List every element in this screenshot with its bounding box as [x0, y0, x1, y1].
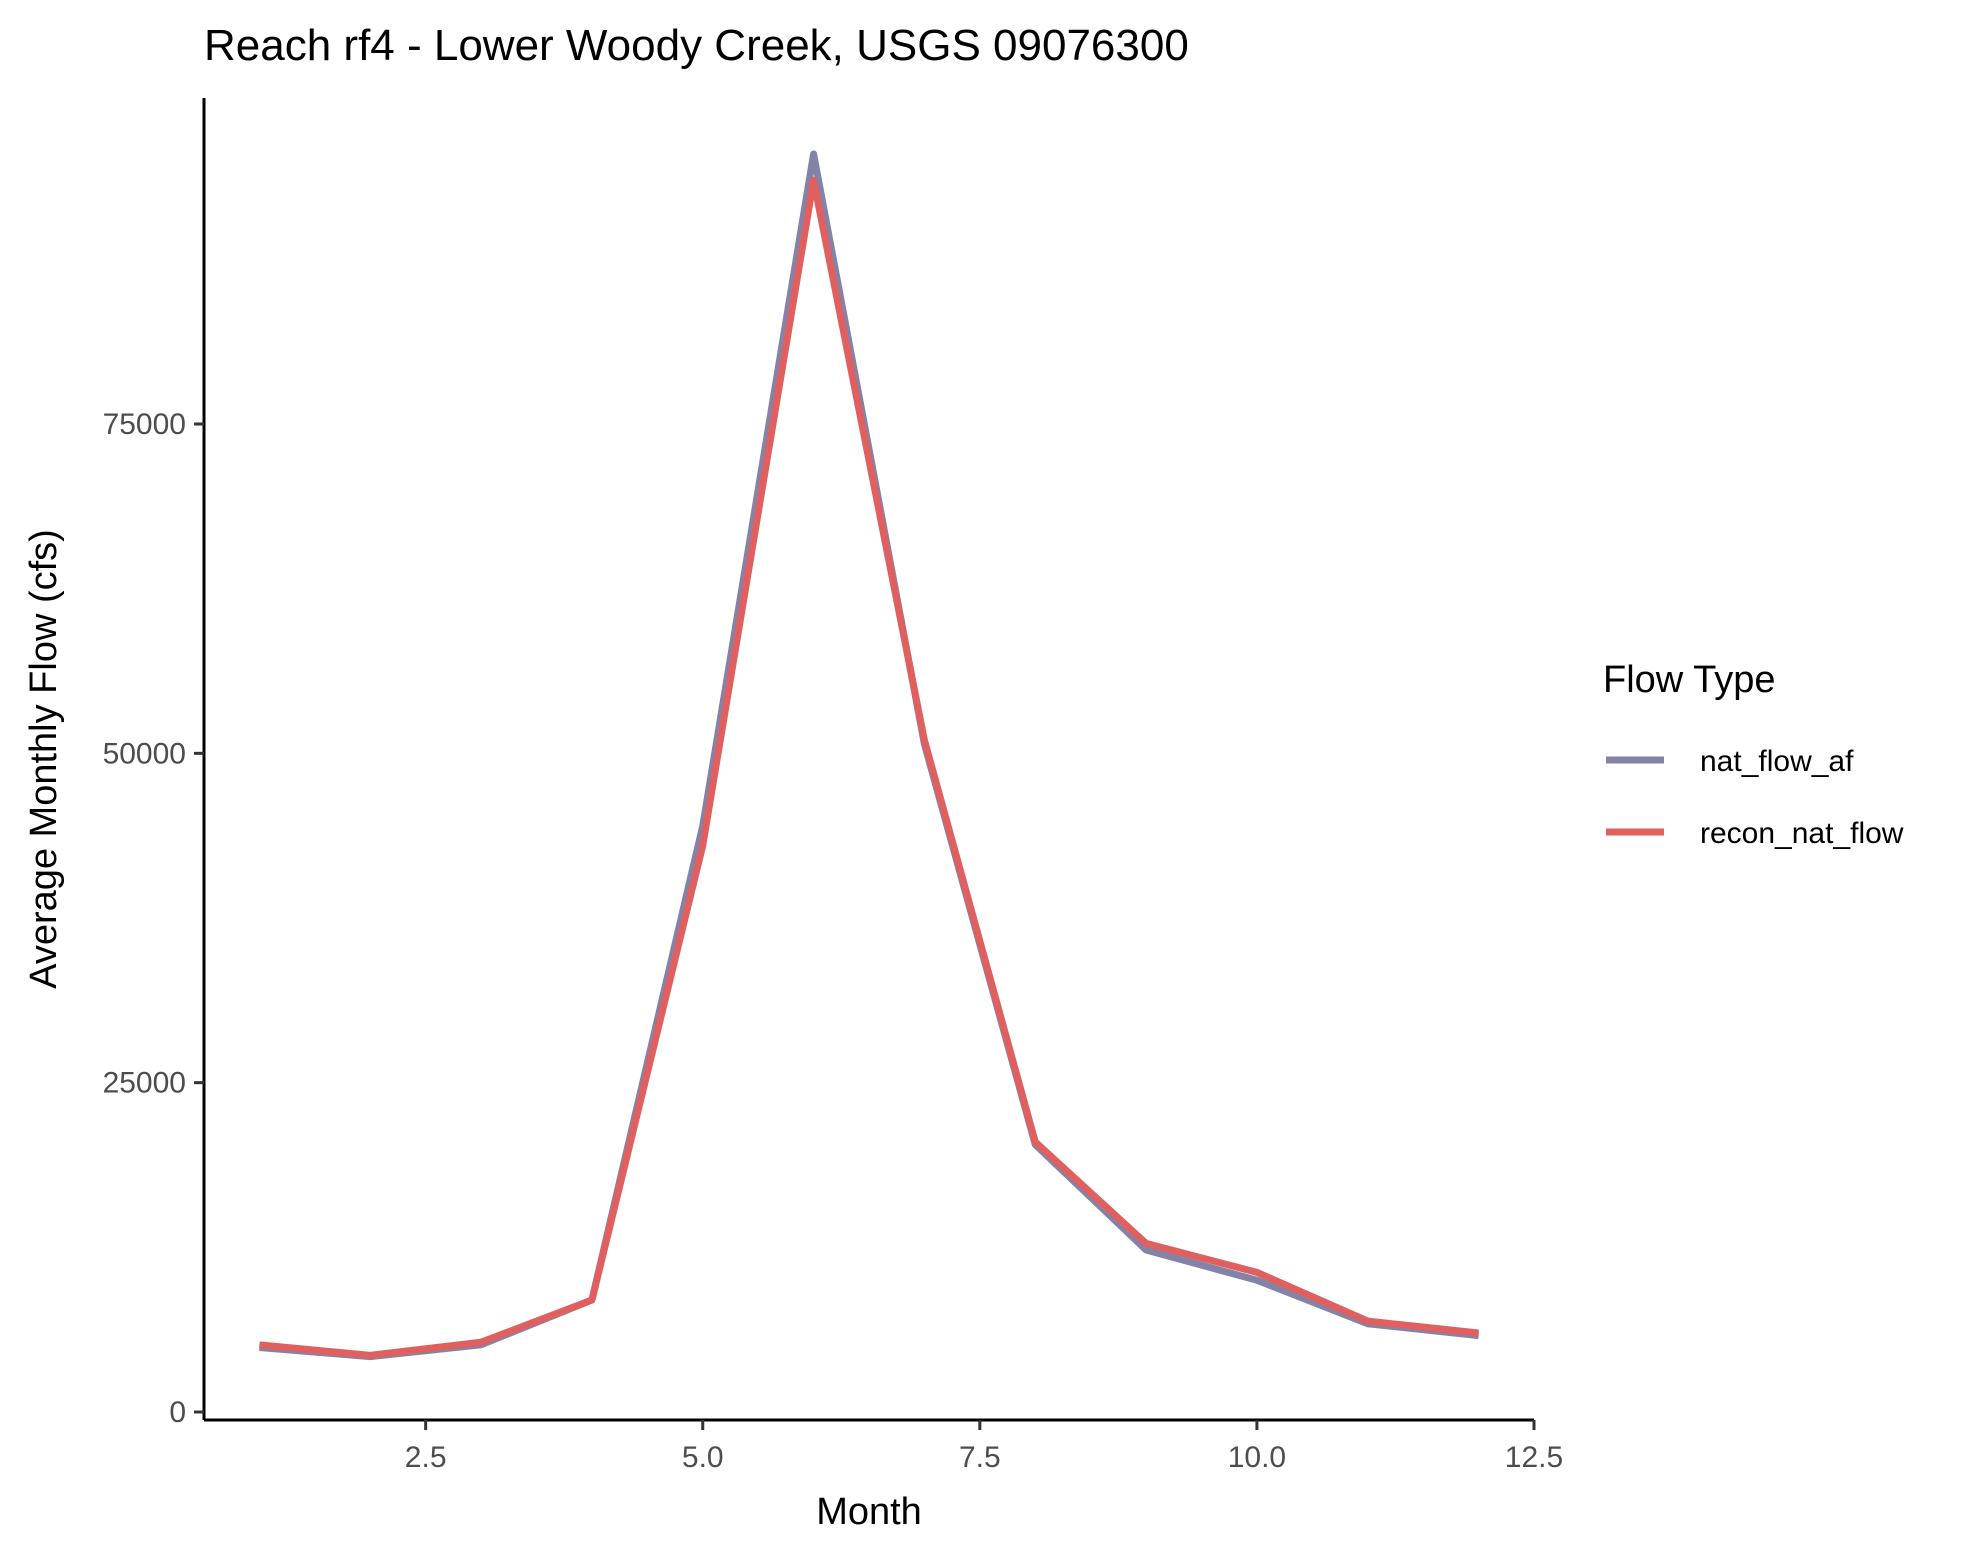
x-axis-title: Month — [816, 1491, 922, 1533]
series-line-recon_nat_flow — [259, 176, 1479, 1359]
y-axis-title: Average Monthly Flow (cfs) — [23, 529, 65, 989]
x-tick-label: 10.0 — [1228, 1441, 1286, 1474]
legend-items: nat_flow_af recon_nat_flow — [1606, 745, 1904, 850]
x-tick-label: 12.5 — [1505, 1441, 1563, 1474]
y-tick-label: 50000 — [103, 737, 186, 770]
series-line-nat_flow_af — [259, 150, 1479, 1361]
legend-label-nat_flow_af: nat_flow_af — [1700, 745, 1854, 778]
y-tick-label: 25000 — [103, 1067, 186, 1100]
legend-label-recon_nat_flow: recon_nat_flow — [1700, 817, 1904, 850]
y-tick-label: 0 — [169, 1396, 186, 1429]
x-tick-label: 7.5 — [959, 1441, 1001, 1474]
x-tick-label: 2.5 — [405, 1441, 447, 1474]
legend: Flow Type nat_flow_af recon_nat_flow — [1603, 659, 1904, 850]
legend-title: Flow Type — [1603, 659, 1775, 701]
y-ticks: 0 25000 50000 75000 — [103, 408, 204, 1429]
plot-area: 0 25000 50000 75000 2.5 5.0 7.5 10.0 12.5 — [103, 98, 1563, 1474]
x-tick-label: 5.0 — [682, 1441, 724, 1474]
chart-title: Reach rf4 - Lower Woody Creek, USGS 0907… — [204, 21, 1189, 70]
y-tick-label: 75000 — [103, 408, 186, 441]
series-group — [259, 150, 1479, 1361]
x-ticks: 2.5 5.0 7.5 10.0 12.5 — [405, 1420, 1563, 1474]
